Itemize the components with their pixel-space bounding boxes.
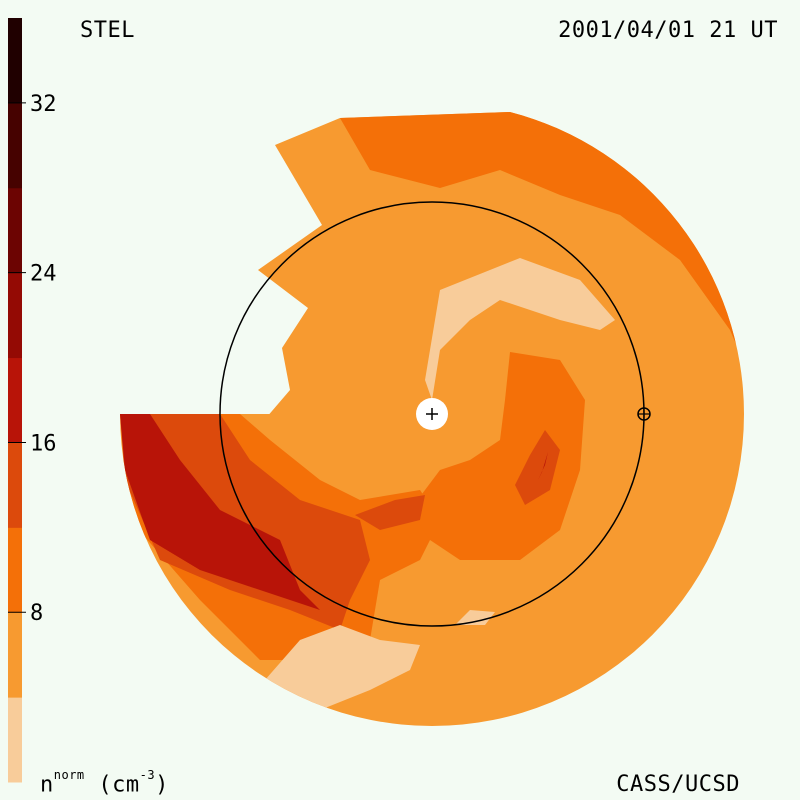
density-region-low-south: [265, 625, 420, 710]
colorbar-tick-label-1: 16: [30, 431, 57, 456]
colorbar-tick-label-2: 24: [30, 262, 57, 287]
credit-label: CASS/UCSD: [616, 772, 740, 797]
timestamp-label: 2001/04/01 21 UT: [558, 18, 778, 43]
colorbar-unit-label: nnorm (cm-3): [40, 768, 169, 798]
density-region-south-inner: [355, 495, 425, 530]
unit-superscript: norm: [53, 768, 85, 782]
density-region-low-south-small: [455, 610, 495, 625]
unit-text: (cm: [98, 772, 140, 798]
density-region-east: [410, 352, 585, 560]
colorbar-tick-label-0: 8: [30, 601, 43, 626]
colorbar-segment-5: [8, 272, 22, 359]
density-region-southwest-core: [120, 414, 320, 610]
colorbar-segment-6: [8, 187, 22, 274]
density-region-low-north: [425, 258, 615, 400]
colorbar-tick-label-3: 32: [30, 92, 57, 117]
colorbar-segment-4: [8, 357, 22, 443]
colorbar-segment-3: [8, 442, 22, 528]
unit-exponent: -3: [139, 768, 156, 782]
colorbar-segment-2: [8, 527, 22, 613]
colorbar-segment-7: [8, 102, 22, 189]
observatory-label: STEL: [80, 18, 135, 43]
colorbar-segment-0: [8, 697, 22, 783]
colorbar: [8, 18, 22, 783]
colorbar-segment-8: [8, 18, 22, 104]
unit-close: ): [155, 772, 169, 798]
density-region-east-inner: [515, 430, 560, 505]
unit-quantity: n: [40, 772, 54, 798]
colorbar-ticks: 8 16 24 32: [8, 92, 57, 626]
colorbar-segment-1: [8, 612, 22, 698]
